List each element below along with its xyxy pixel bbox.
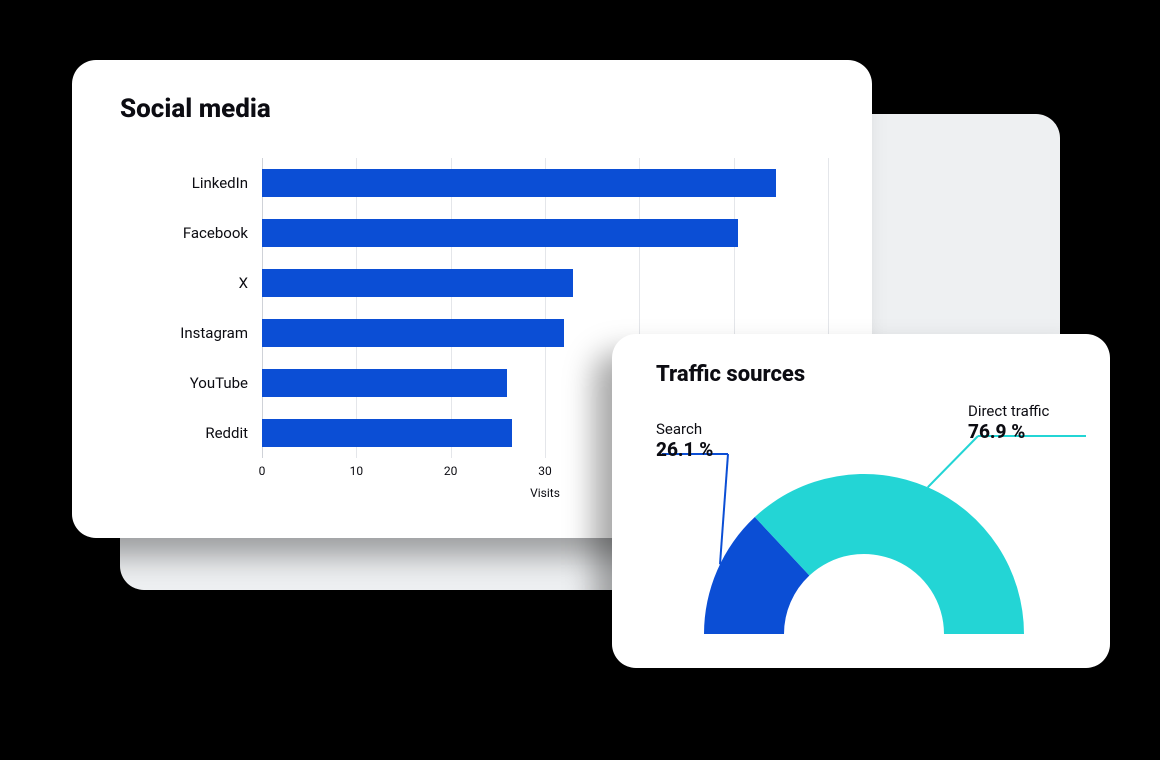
x-tick: 30	[538, 464, 552, 478]
x-tick: 20	[444, 464, 458, 478]
bar-fill	[262, 269, 573, 297]
social-media-title: Social media	[120, 94, 271, 124]
donut-chart	[612, 334, 1110, 668]
donut-slice	[755, 474, 1024, 634]
bar-fill	[262, 319, 564, 347]
bar-row: LinkedIn	[120, 158, 828, 208]
x-tick: 0	[259, 464, 266, 478]
bar-label: Reddit	[120, 408, 248, 458]
bar-fill	[262, 369, 507, 397]
bar-row: X	[120, 258, 828, 308]
bar-fill	[262, 219, 738, 247]
traffic-sources-card: Traffic sources Search 26.1 % Direct tra…	[612, 334, 1110, 668]
bar-label: X	[120, 258, 248, 308]
callout-direct-value: 76.9 %	[968, 420, 1049, 443]
callout-search-value: 26.1 %	[656, 438, 713, 461]
callout-search-label: Search	[656, 420, 713, 438]
callout-line	[928, 436, 978, 487]
bar-label: Instagram	[120, 308, 248, 358]
callout-direct: Direct traffic 76.9 %	[968, 402, 1049, 443]
bar-fill	[262, 419, 512, 447]
callout-line	[720, 454, 728, 564]
callout-direct-label: Direct traffic	[968, 402, 1049, 420]
bar-label: YouTube	[120, 358, 248, 408]
bar-fill	[262, 169, 776, 197]
bar-label: LinkedIn	[120, 158, 248, 208]
bar-row: Facebook	[120, 208, 828, 258]
bar-label: Facebook	[120, 208, 248, 258]
callout-search: Search 26.1 %	[656, 420, 713, 461]
x-tick: 10	[350, 464, 364, 478]
